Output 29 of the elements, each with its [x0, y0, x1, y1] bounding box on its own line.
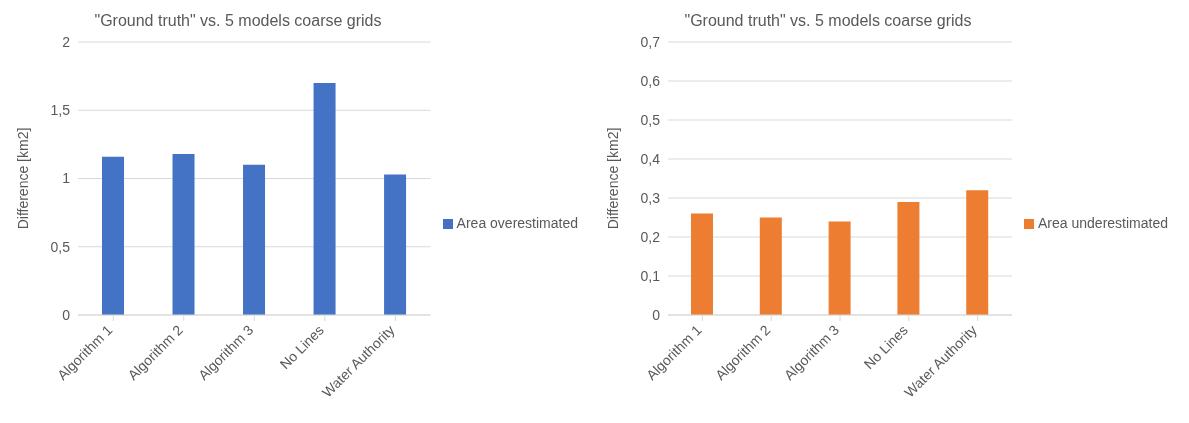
- y-tick-label: 0,4: [640, 150, 661, 167]
- y-tick-label: 0,6: [640, 72, 661, 89]
- bar: [384, 174, 407, 315]
- bar: [966, 190, 989, 315]
- y-tick-label: 0: [652, 306, 661, 323]
- y-tick-label: 1,5: [50, 102, 71, 119]
- y-tick-label: 2: [62, 33, 71, 50]
- bar: [102, 156, 124, 315]
- y-tick-label: 0,5: [640, 111, 661, 128]
- bar: [691, 213, 713, 315]
- y-axis-title: Difference [km2]: [14, 127, 31, 230]
- y-tick-label: 0,5: [50, 238, 71, 255]
- y-tick-label: 0,1: [640, 267, 661, 284]
- y-tick-label: 1: [62, 170, 71, 187]
- bar: [759, 217, 782, 315]
- y-tick-label: 0,7: [640, 33, 661, 50]
- y-tick-label: 0,3: [640, 189, 661, 206]
- bar: [172, 153, 195, 315]
- chart-title: "Ground truth" vs. 5 models coarse grids: [683, 12, 973, 30]
- legend-label: Area overestimated: [456, 214, 578, 231]
- y-tick-label: 0,2: [640, 228, 661, 245]
- legend-label: Area underestimated: [1038, 214, 1168, 231]
- bar: [243, 164, 266, 315]
- bar: [828, 221, 851, 315]
- y-axis-title: Difference [km2]: [604, 127, 621, 230]
- bar: [313, 82, 336, 315]
- y-tick-label: 0: [62, 306, 71, 323]
- chart-title: "Ground truth" vs. 5 models coarse grids: [93, 12, 383, 30]
- bar: [897, 201, 920, 315]
